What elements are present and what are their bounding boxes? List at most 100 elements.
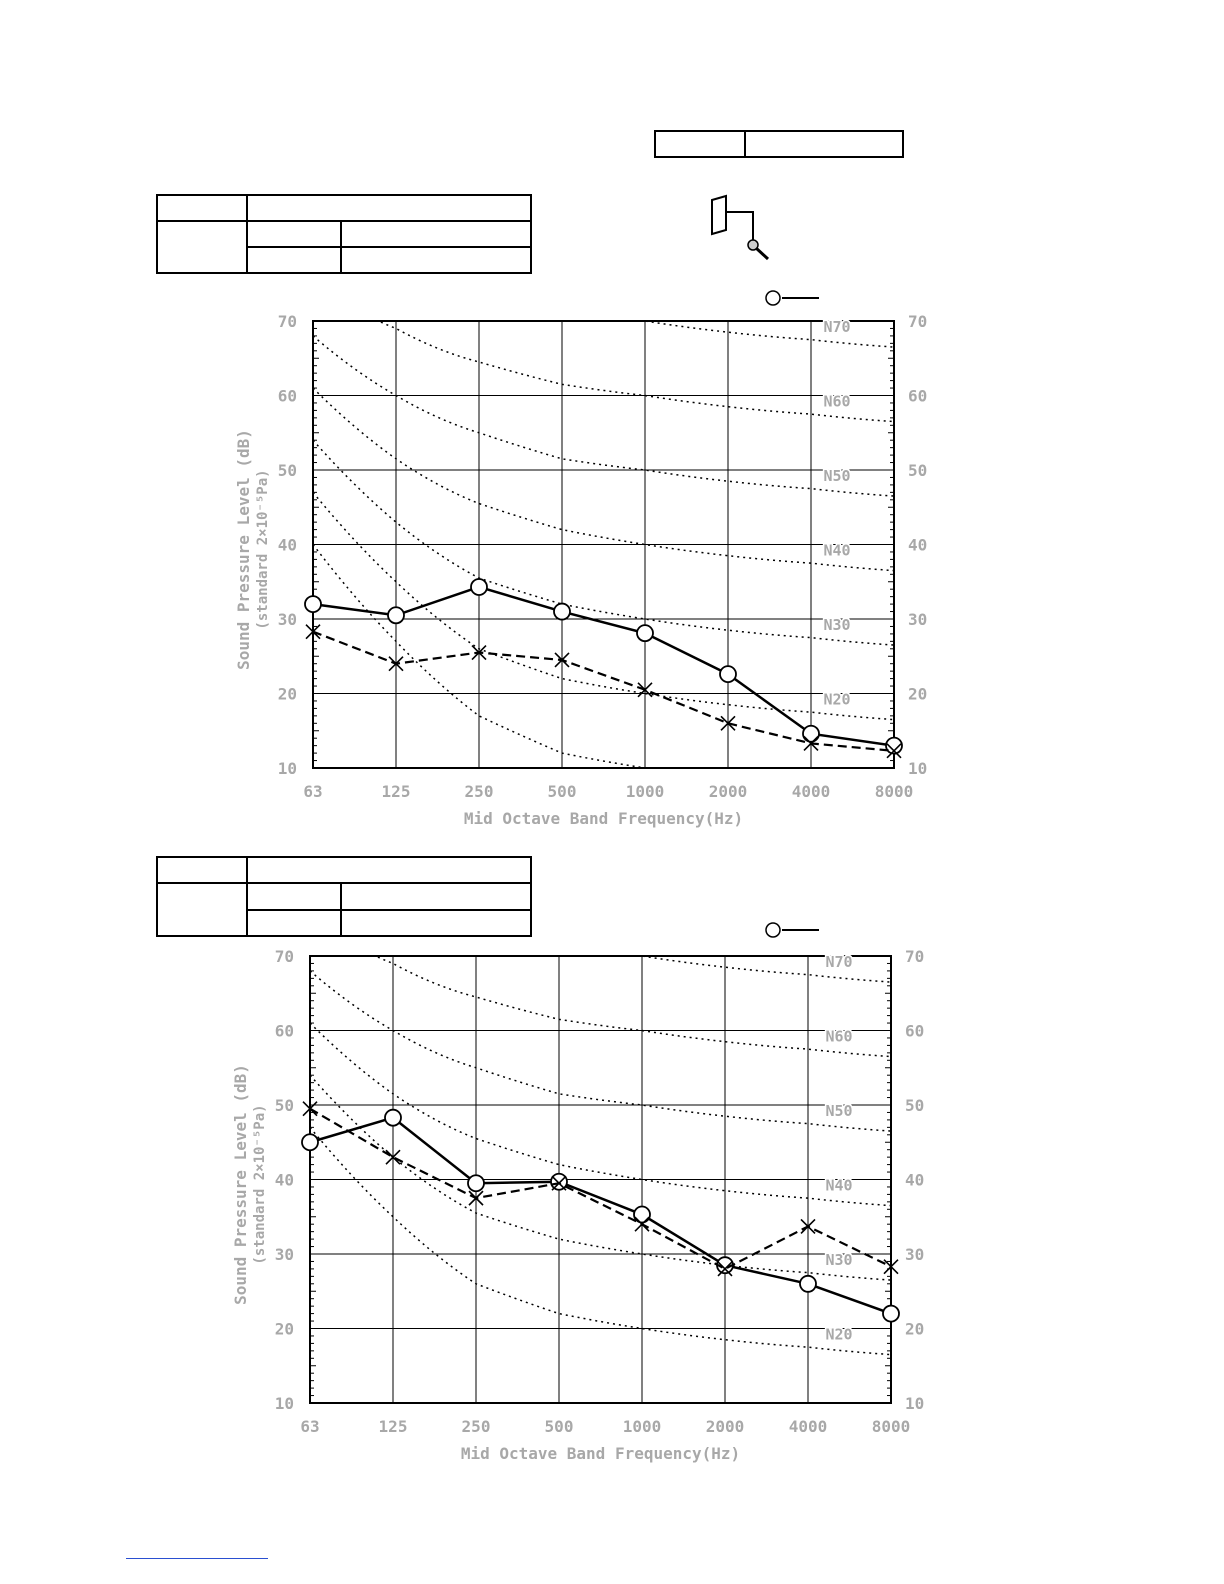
legend-2-circle-marker: [765, 922, 781, 938]
y-tick-label-left: 40: [275, 1171, 294, 1190]
cross-marker: [637, 682, 653, 698]
y-tick-label-right: 10: [908, 759, 927, 778]
circle-marker: [799, 1274, 817, 1293]
y-tick-label-right: 30: [908, 610, 927, 629]
y-tick-label-left: 60: [278, 387, 297, 406]
y-tick-label-right: 40: [908, 536, 927, 555]
circle-marker: [885, 736, 903, 755]
series-dashed-line: [309, 1107, 892, 1271]
x-tick-label: 125: [382, 782, 411, 801]
mic-lead-line: [726, 211, 754, 242]
spec-table-2-col-divider: [246, 856, 248, 937]
nc-curve-label: N20: [825, 1326, 852, 1344]
x-tick-label: 1000: [626, 782, 665, 801]
x-tick-label: 63: [303, 782, 322, 801]
cross-marker: [468, 1190, 484, 1206]
spec-table-2-row-divider: [156, 882, 532, 884]
circle-marker: [304, 595, 322, 613]
spec-table-1-subrow-divider: [246, 246, 532, 248]
y-tick-label-right: 60: [908, 387, 927, 406]
x-tick-label: 250: [462, 1417, 491, 1436]
spec-table-1-subcol-divider: [340, 220, 342, 274]
cross-marker: [803, 735, 819, 751]
y-tick-label-left: 10: [278, 759, 297, 778]
x-tick-label: 4000: [792, 782, 831, 801]
y-tick-label-left: 30: [275, 1245, 294, 1264]
y-tick-label-left: 20: [275, 1320, 294, 1339]
footer-link-underline: [126, 1558, 268, 1559]
nc-curve-label: N70: [823, 318, 850, 336]
cross-marker: [634, 1216, 650, 1232]
spec-table-1: [156, 194, 532, 274]
x-tick-label: 8000: [875, 782, 914, 801]
header-box: [654, 130, 904, 158]
y-axis-label: Sound Pressure Level (dB): [231, 1064, 250, 1305]
nc-curve: [310, 1074, 891, 1281]
spec-table-1-row-divider: [156, 220, 532, 222]
x-tick-label: 2000: [709, 782, 748, 801]
x-tick-label: 4000: [789, 1417, 828, 1436]
x-tick-label: 8000: [872, 1417, 911, 1436]
unit-outline-icon: [711, 194, 727, 236]
y-axis-sublabel: (standard 2×10⁻⁵Pa): [255, 469, 271, 629]
y-tick-label-right: 20: [905, 1320, 924, 1339]
nc-curve: [373, 956, 891, 1058]
legend-2: [765, 922, 819, 938]
cross-marker: [886, 743, 902, 759]
spec-table-2: [156, 856, 532, 937]
y-axis-sublabel: (standard 2×10⁻⁵Pa): [252, 1104, 268, 1264]
nc-curve-label: N60: [825, 1028, 852, 1046]
header-box-divider: [744, 130, 746, 158]
series-dashed-line: [312, 630, 895, 752]
y-tick-label-right: 50: [908, 461, 927, 480]
nc-curve-label: N60: [823, 393, 850, 411]
y-tick-label-right: 30: [905, 1245, 924, 1264]
x-tick-label: 500: [545, 1417, 574, 1436]
y-tick-label-right: 40: [905, 1171, 924, 1190]
circle-marker: [802, 724, 820, 743]
circle-marker: [301, 1133, 319, 1152]
circle-marker: [553, 602, 571, 621]
cross-marker: [800, 1218, 816, 1235]
y-tick-label-left: 70: [275, 947, 294, 966]
circle-marker: [467, 1174, 485, 1193]
circle-marker: [550, 1172, 568, 1191]
x-tick-label: 2000: [706, 1417, 745, 1436]
circle-marker: [719, 665, 737, 684]
y-tick-label-right: 60: [905, 1022, 924, 1041]
noise-chart-2: N70 N60 N50 N40 N30 N20 10 10 20 20 30 30 40 40 50 50 60…: [231, 947, 924, 1463]
circle-marker: [387, 606, 405, 625]
nc-curve: [635, 956, 891, 983]
y-tick-label-right: 50: [905, 1096, 924, 1115]
y-tick-label-left: 20: [278, 685, 297, 704]
y-tick-label-left: 70: [278, 312, 297, 331]
nc-curves: [313, 321, 894, 768]
series-solid-line: [309, 1116, 892, 1315]
y-tick-label-left: 40: [278, 536, 297, 555]
nc-curve-label: N40: [825, 1177, 852, 1195]
spec-table-2-subrow-divider: [246, 909, 532, 911]
nc-curve: [313, 544, 652, 768]
nc-curve-label: N50: [825, 1102, 852, 1120]
cross-marker: [388, 656, 404, 672]
cross-marker: [883, 1259, 899, 1275]
spec-table-1-col-divider: [246, 194, 248, 274]
circle-marker: [470, 578, 488, 596]
x-tick-label: 125: [379, 1417, 408, 1436]
nc-curve-label: N40: [823, 542, 850, 560]
x-tick-label: 63: [300, 1417, 319, 1436]
y-tick-label-right: 10: [905, 1394, 924, 1413]
legend-1: [765, 290, 819, 306]
circle-marker: [882, 1304, 900, 1323]
cross-marker: [720, 715, 736, 731]
cross-marker: [305, 624, 321, 640]
y-tick-label-left: 30: [278, 610, 297, 629]
legend-1-circle-marker: [765, 290, 781, 306]
nc-curve-label: N30: [825, 1251, 852, 1269]
series-solid-line: [312, 585, 895, 747]
circle-marker: [384, 1108, 402, 1127]
x-axis-label: Mid Octave Band Frequency(Hz): [461, 1444, 740, 1463]
cross-marker: [554, 652, 570, 668]
nc-curve: [376, 321, 894, 423]
circle-marker: [636, 624, 654, 643]
